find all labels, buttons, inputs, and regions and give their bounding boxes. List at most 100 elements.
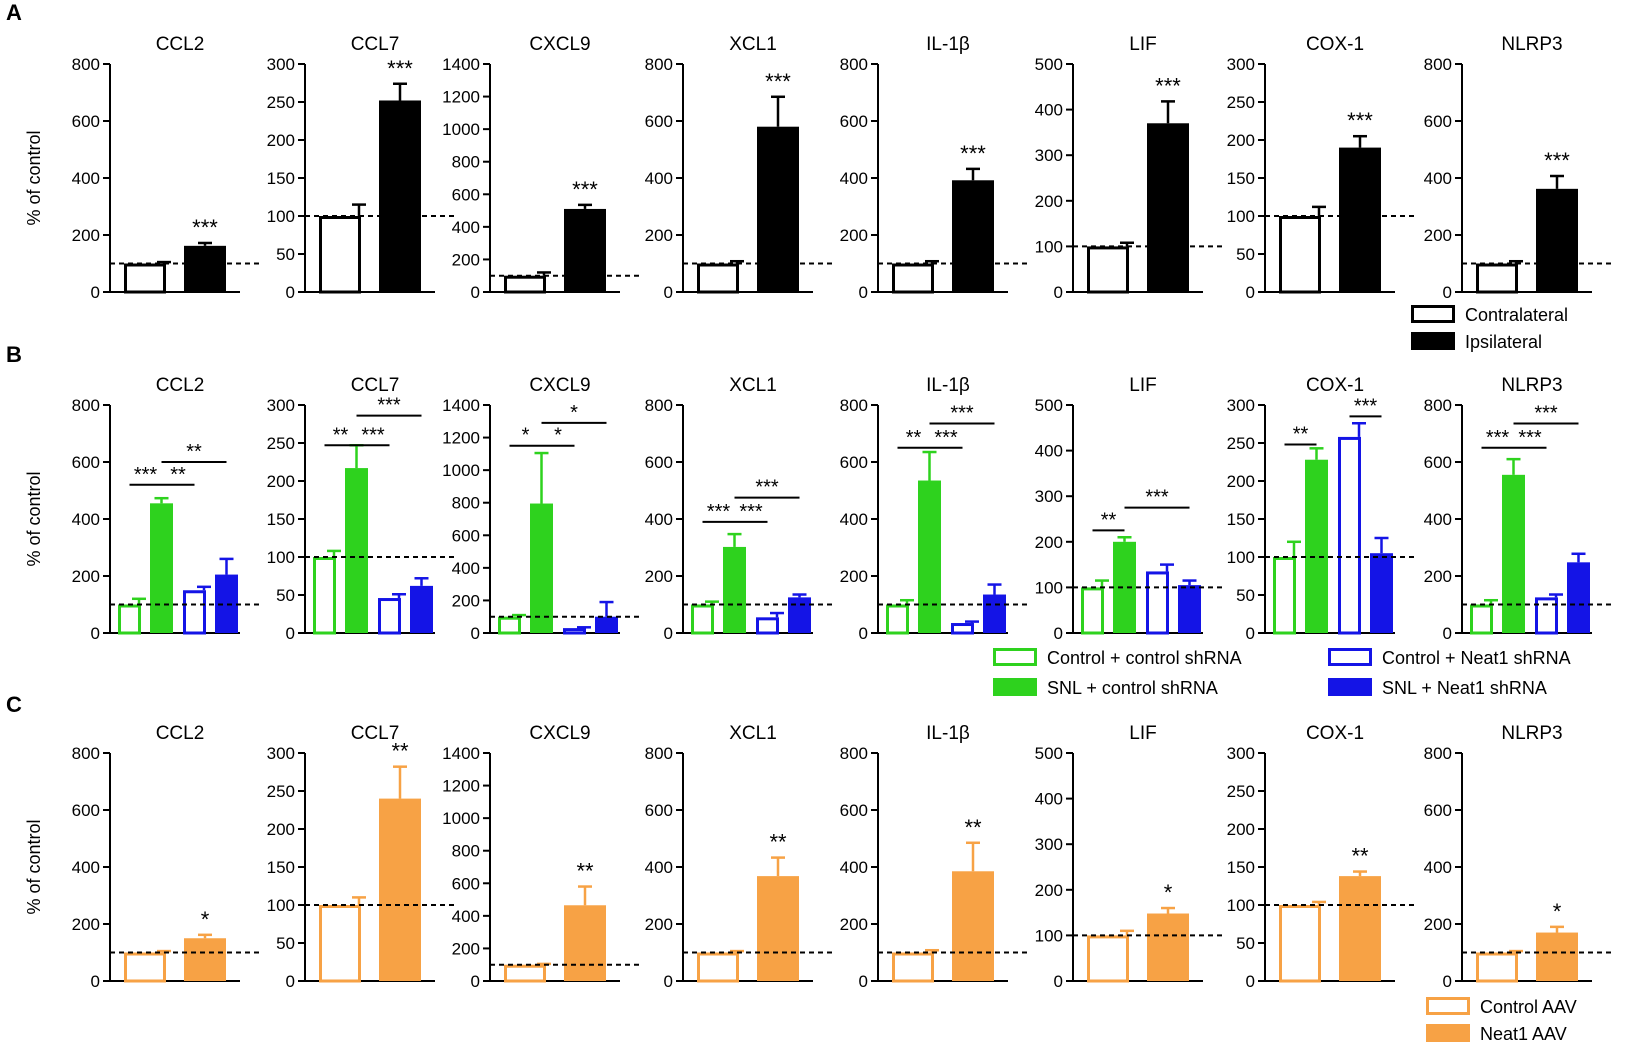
legend-swatch (1411, 332, 1455, 350)
y-tick-label: 250 (267, 782, 295, 801)
bar (410, 585, 433, 633)
bar (1476, 263, 1518, 294)
y-tick-label: 800 (840, 744, 868, 763)
chart-title: CXCL9 (529, 723, 590, 744)
bar (530, 503, 553, 633)
y-tick-label: 300 (267, 55, 295, 74)
bar (1370, 553, 1393, 633)
bar (1178, 585, 1201, 633)
y-tick-label: 300 (1035, 835, 1063, 854)
y-tick-label: 500 (1035, 396, 1063, 415)
bar (1535, 597, 1558, 635)
bar (184, 938, 226, 981)
significance-label: *** (387, 56, 413, 81)
bar (1339, 876, 1381, 981)
significance-label: *** (134, 464, 158, 486)
y-tick-label: 200 (1227, 131, 1255, 150)
y-tick-label: 50 (276, 934, 295, 953)
chart-c-3: CXCL9 0 200 400 600 800 1000 1200 1400 ** (442, 723, 640, 991)
y-tick-label: 200 (1424, 567, 1452, 586)
y-tick-label: 0 (664, 283, 673, 302)
y-tick-label: 1000 (442, 120, 480, 139)
chart-a-4: XCL1 0 200 400 600 800 *** (645, 34, 833, 302)
bar (319, 905, 361, 983)
y-tick-label: 200 (72, 915, 100, 934)
significance-label: ** (964, 815, 982, 840)
significance-label: * (554, 425, 562, 447)
significance-label: *** (192, 215, 218, 240)
y-tick-label: 400 (1424, 169, 1452, 188)
y-tick-label: 300 (1227, 396, 1255, 415)
y-tick-label: 500 (1035, 744, 1063, 763)
y-tick-label: 0 (664, 624, 673, 643)
bar (378, 598, 401, 635)
bar (1147, 913, 1189, 981)
significance-label: *** (1518, 427, 1542, 449)
y-tick-label: 800 (1424, 55, 1452, 74)
chart-c-2: CCL7 0 50 100 150 200 250 300 ** (267, 723, 455, 991)
y-tick-label: 250 (1227, 434, 1255, 453)
legend-swatch (1426, 1024, 1470, 1042)
bar (345, 468, 368, 633)
y-tick-label: 400 (1035, 790, 1063, 809)
chart-title: LIF (1129, 723, 1156, 744)
significance-label: ** (1101, 509, 1117, 531)
significance-label: ** (769, 830, 787, 855)
y-tick-label: 800 (72, 55, 100, 74)
y-tick-label: 0 (859, 624, 868, 643)
y-tick-label: 400 (645, 858, 673, 877)
y-tick-label: 200 (1424, 915, 1452, 934)
chart-title: CXCL9 (529, 375, 590, 396)
chart-a-7: COX-1 0 50 100 150 200 250 300 *** (1227, 34, 1415, 302)
y-tick-label: 200 (1424, 226, 1452, 245)
bar (498, 616, 521, 635)
bar (215, 574, 238, 633)
chart-title: COX-1 (1306, 34, 1364, 55)
chart-c-1: CCL2 0 200 400 600 800 * (72, 723, 260, 991)
y-tick-label: 200 (645, 226, 673, 245)
y-tick-label: 50 (1236, 245, 1255, 264)
y-tick-label: 400 (72, 858, 100, 877)
y-axis-label: % of control (24, 819, 44, 914)
y-tick-label: 800 (645, 744, 673, 763)
bar (183, 590, 206, 635)
chart-title: CCL2 (156, 34, 205, 55)
legend-swatch (993, 678, 1037, 696)
legend-swatch (1328, 678, 1372, 696)
y-tick-label: 0 (664, 972, 673, 991)
legend-swatch (1411, 305, 1455, 323)
y-tick-label: 100 (267, 207, 295, 226)
y-tick-label: 100 (1035, 237, 1063, 256)
bar (1470, 604, 1493, 635)
bar (1339, 147, 1381, 292)
y-tick-label: 400 (840, 858, 868, 877)
legend-item: Control + Neat1 shRNA (1328, 648, 1571, 668)
bar (1305, 459, 1328, 633)
significance-label: ** (186, 441, 202, 463)
y-tick-label: 100 (267, 548, 295, 567)
y-tick-label: 200 (840, 567, 868, 586)
y-tick-label: 800 (72, 396, 100, 415)
chart-c-7: COX-1 0 50 100 150 200 250 300 ** (1227, 723, 1415, 991)
chart-a-3: CXCL9 0 200 400 600 800 1000 1200 1400 *** (442, 34, 640, 302)
y-tick-label: 200 (645, 915, 673, 934)
legend-swatch (993, 648, 1037, 666)
chart-title: XCL1 (729, 375, 777, 396)
y-tick-label: 0 (1443, 624, 1452, 643)
y-tick-label: 600 (72, 112, 100, 131)
chart-c-4: XCL1 0 200 400 600 800 ** (645, 723, 833, 991)
chart-title: COX-1 (1306, 723, 1364, 744)
chart-title: CCL2 (156, 375, 205, 396)
y-tick-label: 0 (286, 283, 295, 302)
y-tick-label: 600 (452, 185, 480, 204)
y-tick-label: 250 (267, 93, 295, 112)
y-tick-label: 0 (286, 624, 295, 643)
y-tick-label: 200 (72, 567, 100, 586)
y-tick-label: 150 (1227, 858, 1255, 877)
y-tick-label: 0 (471, 624, 480, 643)
significance-label: ** (333, 424, 349, 446)
y-tick-label: 300 (267, 744, 295, 763)
bar (951, 623, 974, 635)
